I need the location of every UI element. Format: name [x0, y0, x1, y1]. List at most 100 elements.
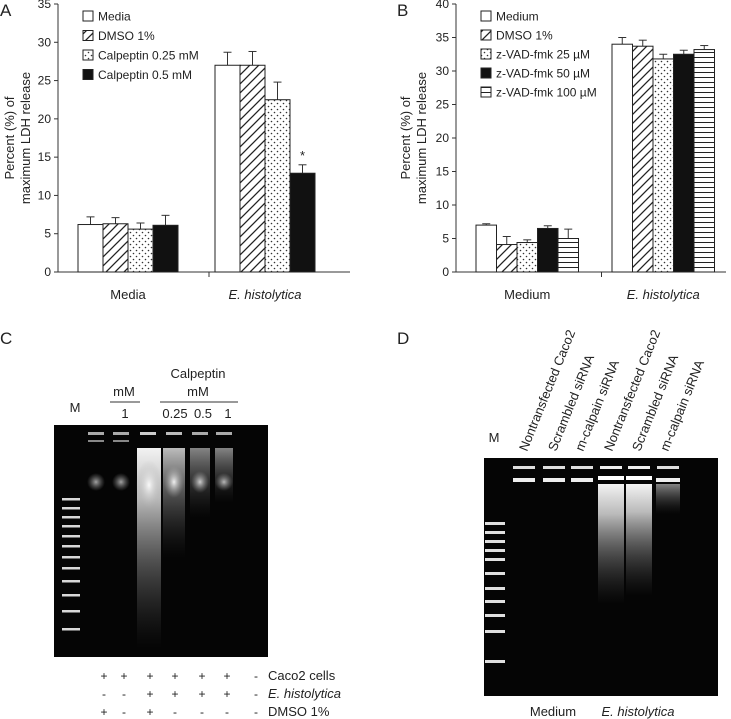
b-bar	[537, 227, 559, 273]
b-ytick-label: 10	[436, 198, 450, 212]
b-legend-swatch	[480, 48, 492, 60]
a-ytick-label: 20	[38, 112, 52, 126]
conc-right-1: 0.25	[162, 406, 187, 421]
ladder-c	[62, 498, 80, 631]
sign-cell: -	[254, 687, 258, 701]
conc-right-3: 1	[224, 406, 231, 421]
a-bar	[214, 64, 241, 273]
a-ytick-label: 35	[38, 0, 52, 11]
b-legend-label: DMSO 1%	[496, 29, 553, 43]
panel-a-ylabel-line2: maximum LDH release	[18, 72, 33, 204]
sign-cell: -	[173, 705, 177, 719]
panel-b-ylabel-line1: Percent (%) of	[398, 96, 413, 179]
b-ytick-label: 15	[436, 165, 450, 179]
marker-label-d: M	[489, 430, 500, 445]
marker-label-c: M	[70, 400, 81, 415]
sign-cell: +	[198, 687, 205, 701]
ladder-d	[485, 522, 505, 663]
a-bar	[289, 172, 316, 273]
panel-b-ylabel-line2: maximum LDH release	[414, 72, 429, 204]
a-ytick-label: 25	[38, 74, 52, 88]
a-ytick-label: 30	[38, 35, 52, 49]
b-legend-swatch	[480, 67, 492, 79]
a-bar	[102, 223, 129, 273]
b-legend-label: z-VAD-fmk 25 µM	[496, 48, 590, 62]
b-ytick-label: 5	[442, 232, 449, 246]
b-category-label: Medium	[504, 287, 550, 302]
unit-left: mM	[113, 384, 135, 399]
unit-right: mM	[187, 384, 209, 399]
sign-cell: +	[223, 687, 230, 701]
sign-cell: -	[200, 705, 204, 719]
sign-cell: +	[100, 669, 107, 683]
a-legend-swatch	[82, 69, 94, 80]
group-left-label: Medium	[530, 704, 576, 719]
a-legend-label: DMSO 1%	[98, 29, 155, 43]
panel-b: B Percent (%) of maximum LDH release 0 5 1…	[397, 0, 726, 302]
sign-cell: -	[225, 705, 229, 719]
a-legend-label: Calpeptin 0.25 mM	[98, 49, 199, 63]
sign-cell: +	[198, 669, 205, 683]
panel-a-ylabel-line1: Percent (%) of	[2, 96, 17, 179]
a-bar	[77, 224, 104, 273]
sign-cell: -	[122, 687, 126, 701]
panel-a-chart: 0 5 10 15 20 25 30 35 Media E. histolytica * Media D…	[38, 0, 350, 302]
b-bar	[693, 49, 715, 273]
b-bar	[652, 58, 674, 273]
a-bar	[264, 99, 291, 273]
a-legend-label: Media	[98, 10, 131, 24]
a-legend-swatch	[82, 30, 94, 41]
sign-cell: +	[146, 687, 153, 701]
calpeptin-label: Calpeptin	[171, 366, 226, 381]
b-bar	[516, 242, 538, 273]
conc-left: 1	[121, 406, 128, 421]
b-ytick-label: 20	[436, 131, 450, 145]
sign-cell: -	[254, 669, 258, 683]
b-bar	[557, 238, 579, 273]
b-ytick-label: 35	[436, 31, 450, 45]
a-legend-swatch	[82, 10, 94, 22]
a-legend-label: Calpeptin 0.5 mM	[98, 68, 192, 82]
sign-cell: -	[122, 705, 126, 719]
panel-c-sign-rows: + + + + + + - Caco2 cells- - + + + + - E. histolytica+…	[100, 668, 340, 719]
a-ytick-label: 5	[44, 227, 51, 241]
b-ytick-label: 0	[442, 265, 449, 279]
sign-cell: +	[100, 705, 107, 719]
b-legend-label: z-VAD-fmk 100 µM	[496, 86, 597, 100]
sign-cell: +	[146, 669, 153, 683]
b-ytick-label: 30	[436, 64, 450, 78]
a-bar	[152, 224, 179, 273]
sign-cell: +	[120, 669, 127, 683]
b-bar	[673, 53, 695, 273]
b-bar	[475, 224, 497, 273]
panel-b-chart: 0 5 10 15 20 25 30 35 40 Medium E. histolytica Medi…	[436, 0, 726, 302]
sign-cell: +	[146, 705, 153, 719]
a-category-label: E. histolytica	[229, 287, 302, 302]
panel-d-letter: D	[397, 329, 409, 348]
sign-cell: +	[223, 669, 230, 683]
b-ytick-label: 40	[436, 0, 450, 11]
b-legend-swatch	[480, 29, 492, 41]
b-legend-swatch	[480, 86, 492, 98]
a-legend-swatch	[82, 49, 94, 61]
panel-a: A Percent (%) of maximum LDH release 0 5 1…	[0, 0, 350, 302]
sign-cell: +	[171, 669, 178, 683]
row-label: DMSO 1%	[268, 704, 330, 719]
a-bar	[239, 64, 266, 273]
b-legend-swatch	[480, 10, 492, 22]
a-ytick-label: 0	[44, 265, 51, 279]
panel-a-letter: A	[0, 1, 12, 20]
b-bar	[496, 244, 518, 273]
group-right-label: E. histolytica	[602, 704, 675, 719]
panel-b-letter: B	[397, 1, 408, 20]
row-label: E. histolytica	[268, 686, 341, 701]
b-bar	[632, 45, 654, 273]
panel-c-letter: C	[0, 329, 12, 348]
a-ytick-label: 15	[38, 150, 52, 164]
lanes-d	[513, 466, 680, 604]
conc-right-2: 0.5	[194, 406, 212, 421]
a-ytick-label: 10	[38, 188, 52, 202]
